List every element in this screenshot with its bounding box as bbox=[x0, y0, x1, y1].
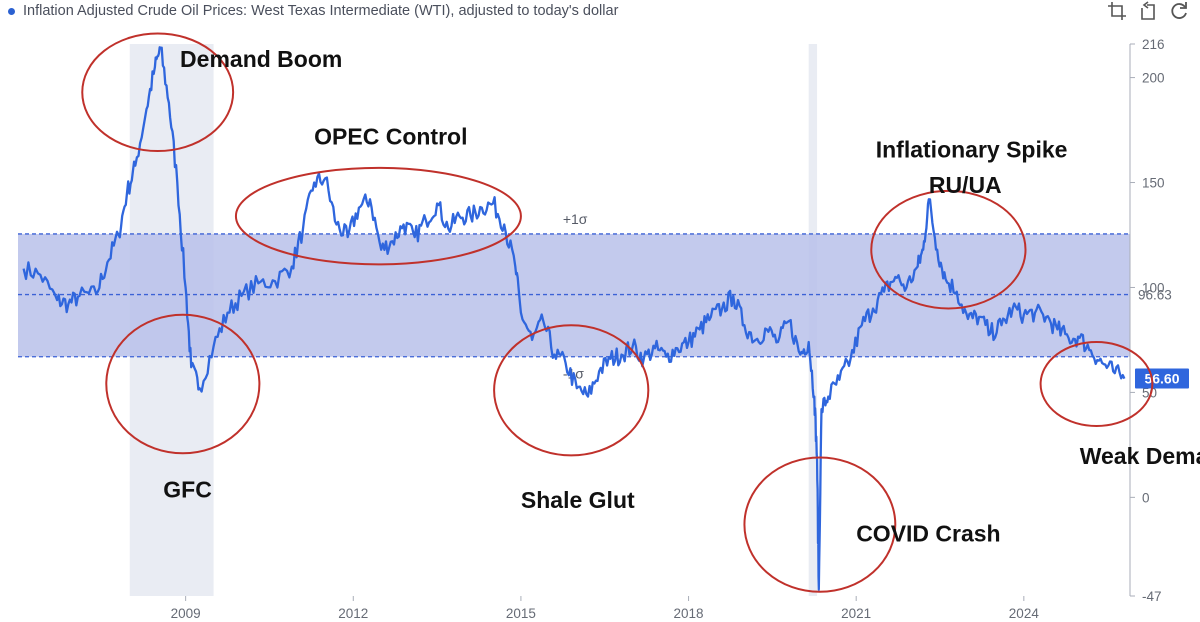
annotation-label-5: RU/UA bbox=[929, 172, 1002, 198]
last-value-badge bbox=[1135, 368, 1189, 389]
y-tick-label-1: 0 bbox=[1142, 490, 1150, 505]
x-tick-label-1: 2012 bbox=[338, 606, 368, 621]
annotation-label-7: Weak Demand bbox=[1080, 443, 1200, 469]
upper-sigma-label: +1σ bbox=[563, 211, 588, 227]
annotation-circle-6 bbox=[743, 456, 897, 593]
y-tick-label-0: -47 bbox=[1142, 589, 1162, 604]
annotation-label-6: COVID Crash bbox=[856, 520, 1000, 546]
annotation-circle-2 bbox=[105, 313, 261, 455]
x-tick-label-5: 2024 bbox=[1009, 606, 1040, 621]
y-tick-label-5: 200 bbox=[1142, 71, 1165, 86]
annotation-circle-0 bbox=[81, 32, 235, 153]
annotation-label-3: Shale Glut bbox=[521, 487, 635, 513]
reset-icon[interactable] bbox=[1137, 0, 1159, 22]
annotation-label-2: GFC bbox=[163, 477, 212, 503]
y-tick-label-2: 50 bbox=[1142, 385, 1157, 400]
crop-icon[interactable] bbox=[1106, 0, 1128, 22]
series-dot-icon bbox=[8, 7, 15, 15]
x-tick-label-0: 2009 bbox=[171, 606, 201, 621]
series-line bbox=[22, 46, 1126, 591]
annotation-label-0: Demand Boom bbox=[180, 46, 342, 72]
chart-toolbar bbox=[1106, 0, 1190, 22]
annotation-circle-7 bbox=[1039, 341, 1154, 427]
y-tick-label-4: 150 bbox=[1142, 176, 1165, 191]
mean-label: 96.63 bbox=[1138, 288, 1172, 303]
x-tick-label-2: 2015 bbox=[506, 606, 536, 621]
annotation-label-1: OPEC Control bbox=[314, 124, 467, 150]
annotation-circle-4 bbox=[870, 189, 1027, 310]
chart-header: Inflation Adjusted Crude Oil Prices: Wes… bbox=[8, 1, 618, 21]
annotation-circle-1 bbox=[234, 166, 522, 266]
annotation-circle-3 bbox=[493, 324, 650, 457]
annotation-label-4: Inflationary Spike bbox=[876, 136, 1068, 162]
x-tick-label-3: 2018 bbox=[674, 606, 704, 621]
refresh-icon[interactable] bbox=[1168, 0, 1190, 22]
chart-title: Inflation Adjusted Crude Oil Prices: Wes… bbox=[23, 3, 619, 19]
x-tick-label-4: 2021 bbox=[841, 606, 871, 621]
y-tick-label-6: 216 bbox=[1142, 37, 1165, 52]
y-tick-label-3: 100 bbox=[1142, 280, 1165, 295]
sigma-band bbox=[18, 233, 1130, 357]
